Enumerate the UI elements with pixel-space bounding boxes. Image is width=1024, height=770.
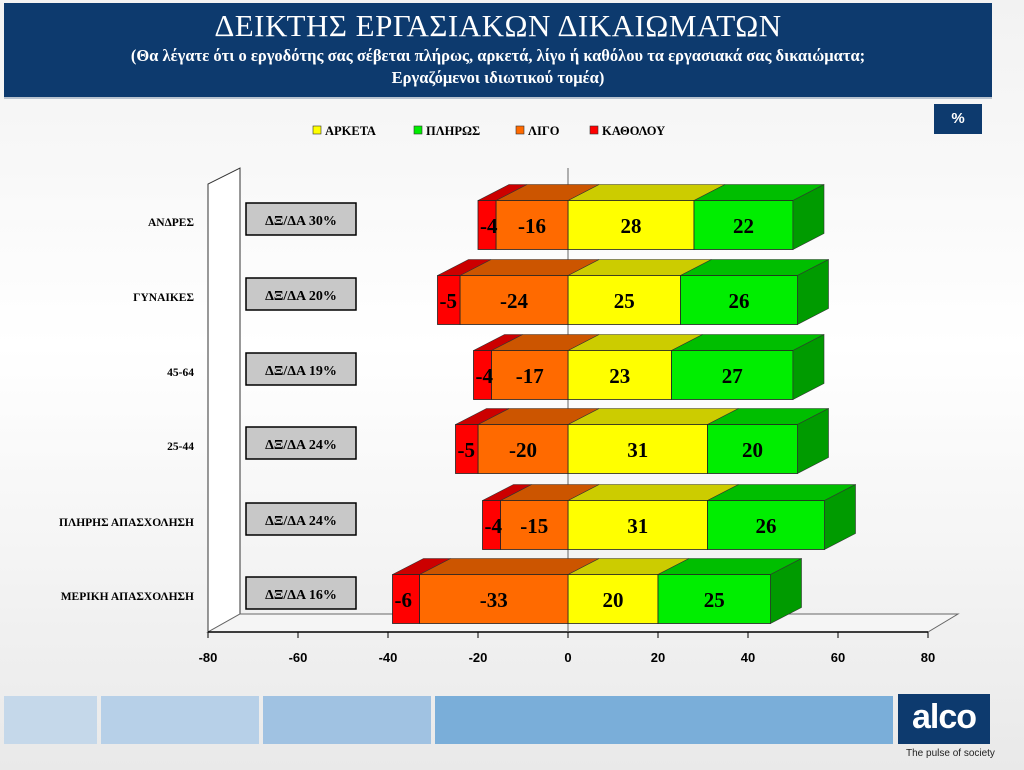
x-tick-label: -80	[199, 650, 218, 665]
alco-logo: alco	[898, 694, 990, 744]
legend-label: ΚΑΘΟΛΟΥ	[602, 124, 665, 138]
brand-tagline: The pulse of society	[906, 748, 995, 759]
net-label-box	[245, 426, 357, 460]
footer-strip-2	[101, 696, 259, 744]
bar-katholou	[455, 424, 479, 474]
bar-plhrws	[707, 500, 825, 550]
bar-plhrws	[657, 574, 771, 624]
bar-arketa	[567, 574, 659, 624]
net-label-box	[245, 576, 357, 610]
bar-ligo	[419, 574, 569, 624]
bar-plhrws	[693, 200, 794, 250]
bar-ligo	[500, 500, 569, 550]
bar-arketa	[567, 424, 708, 474]
legend-swatch	[312, 125, 322, 135]
category-label: ΠΛΗΡΗΣ ΑΠΑΣΧΟΛΗΣΗ	[59, 517, 194, 529]
unit-badge: %	[934, 104, 982, 134]
net-label-box	[245, 277, 357, 311]
bar-katholou-value-label: -4	[476, 364, 494, 388]
legend-label: ΠΛΗΡΩΣ	[426, 124, 480, 138]
footer-strip-4	[435, 696, 893, 744]
bar-arketa-value-label: 20	[603, 588, 624, 612]
bar-ligo-value-label: -20	[509, 438, 537, 462]
bar-plhrws	[707, 424, 798, 474]
bar-plhrws-value-label: 26	[729, 289, 750, 313]
bar-side-face	[770, 558, 802, 624]
bar-arketa-value-label: 25	[614, 289, 635, 313]
bar-side-face	[797, 408, 829, 474]
x-tick-label: 80	[921, 650, 935, 665]
net-label-box	[245, 202, 357, 236]
x-tick-label: 20	[651, 650, 665, 665]
bar-arketa-value-label: 23	[609, 364, 630, 388]
legend-swatch	[413, 125, 423, 135]
bar-ligo-value-label: -24	[500, 289, 528, 313]
bar-arketa	[567, 275, 681, 325]
bar-side-face	[797, 259, 829, 325]
bar-plhrws-value-label: 26	[756, 514, 777, 538]
bar-plhrws	[680, 275, 798, 325]
net-label: ΔΞ/ΔΑ 30%	[265, 214, 337, 229]
x-tick-label: 60	[831, 650, 845, 665]
bar-arketa-value-label: 28	[621, 214, 642, 238]
bar-plhrws	[671, 350, 794, 400]
bar-plhrws-value-label: 27	[722, 364, 743, 388]
bar-katholou-value-label: -5	[458, 438, 476, 462]
net-label-box	[245, 502, 357, 536]
header-banner: ΔΕΙΚΤΗΣ ΕΡΓΑΣΙΑΚΩΝ ΔΙΚΑΙΩΜΑΤΩΝ (Θα λέγατ…	[4, 3, 992, 99]
bar-ligo-value-label: -15	[520, 514, 548, 538]
category-label: ΑΝΔΡΕΣ	[148, 217, 194, 229]
net-label: ΔΞ/ΔΑ 16%	[265, 588, 337, 603]
bar-katholou-value-label: -4	[485, 514, 503, 538]
net-label: ΔΞ/ΔΑ 19%	[265, 364, 337, 379]
legend-swatch	[515, 125, 525, 135]
bar-katholou	[473, 350, 492, 400]
bar-katholou	[437, 275, 461, 325]
bar-side-face	[792, 334, 825, 400]
bar-arketa-value-label: 31	[627, 438, 648, 462]
net-label: ΔΞ/ΔΑ 24%	[265, 514, 337, 529]
bar-side-face	[824, 484, 856, 550]
net-label: ΔΞ/ΔΑ 24%	[265, 438, 337, 453]
x-tick-label: 0	[564, 650, 571, 665]
bar-plhrws-value-label: 20	[742, 438, 763, 462]
category-label: 25-44	[167, 441, 194, 453]
bar-katholou-value-label: -4	[480, 214, 498, 238]
net-label: ΔΞ/ΔΑ 20%	[265, 289, 337, 304]
bar-katholou-value-label: -6	[395, 588, 413, 612]
legend-label: ΑΡΚΕΤΑ	[325, 124, 376, 138]
bar-katholou	[482, 500, 501, 550]
bar-side-face	[792, 184, 825, 250]
x-tick-label: -20	[469, 650, 488, 665]
footer-strip-1	[4, 696, 97, 744]
category-label: ΓΥΝΑΙΚΕΣ	[133, 292, 194, 304]
bar-ligo	[491, 350, 569, 400]
page-title: ΔΕΙΚΤΗΣ ΕΡΓΑΣΙΑΚΩΝ ΔΙΚΑΙΩΜΑΤΩΝ	[214, 8, 782, 43]
bar-plhrws-value-label: 25	[704, 588, 725, 612]
bar-arketa-value-label: 31	[627, 514, 648, 538]
x-tick-label: 40	[741, 650, 755, 665]
category-label: 45-64	[167, 367, 194, 379]
bar-katholou-value-label: -5	[440, 289, 458, 313]
bar-katholou	[392, 574, 420, 624]
footer-strip-3	[263, 696, 431, 744]
bar-ligo-value-label: -17	[516, 364, 544, 388]
legend-label: ΛΙΓΟ	[528, 124, 560, 138]
page-subtitle-line-1: (Θα λέγατε ότι ο εργοδότης σας σέβεται π…	[130, 46, 866, 65]
bar-arketa	[567, 350, 672, 400]
page-subtitle-line-2: Εργαζόμενοι ιδιωτικού τομέα)	[391, 68, 605, 87]
category-label: ΜΕΡΙΚΗ ΑΠΑΣΧΟΛΗΣΗ	[61, 591, 194, 603]
legend-swatch	[589, 125, 599, 135]
bar-plhrws-value-label: 22	[733, 214, 754, 238]
bar-ligo-value-label: -33	[480, 588, 508, 612]
bar-ligo-value-label: -16	[518, 214, 546, 238]
bar-arketa	[567, 500, 708, 550]
x-tick-label: -60	[289, 650, 308, 665]
bar-arketa	[567, 200, 695, 250]
net-label-box	[245, 352, 357, 386]
x-tick-label: -40	[379, 650, 398, 665]
chart-side-wall	[207, 167, 241, 633]
bar-katholou	[477, 200, 497, 250]
